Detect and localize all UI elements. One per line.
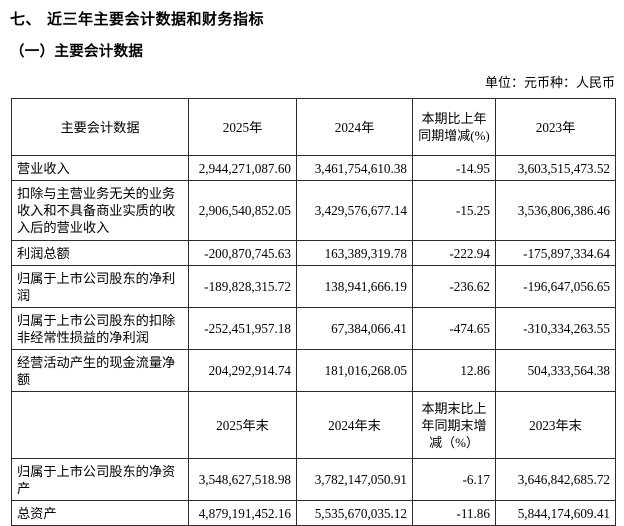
row-value-2023: -196,647,056.65 [495,265,616,308]
row-value-2025: 204,292,914.74 [188,349,297,392]
financial-data-table: 主要会计数据 2025年 2024年 本期比上年同期增减(%) 2023年 营业… [11,98,616,526]
row-value-change: 12.86 [412,349,496,392]
row-value-2023: 5,844,174,609.41 [495,500,616,526]
row-value-2023: 3,646,842,685.72 [495,458,616,501]
table-row: 利润总额 -200,870,745.63 163,389,319.78 -222… [11,240,616,266]
row-label: 营业收入 [11,155,189,181]
table-row: 归属于上市公司股东的净资产 3,548,627,518.98 3,782,147… [11,458,616,501]
table-header-row-period-end: 2025年末 2024年末 本期末比上年同期末增减（%） 2023年末 [11,391,616,459]
row-value-2024: 163,389,319.78 [296,240,413,266]
row-value-change: -236.62 [412,265,496,308]
row-label: 归属于上市公司股东的净资产 [11,458,189,501]
table-row: 归属于上市公司股东的扣除非经常性损益的净利润 -252,451,957.18 6… [11,307,616,350]
header-cell-2025: 2025年 [188,98,297,156]
row-value-2024: 3,782,147,050.91 [296,458,413,501]
row-value-change: -11.86 [412,500,496,526]
header-cell-change: 本期比上年同期增减(%) [412,98,496,156]
header-cell-change-end: 本期末比上年同期末增减（%） [412,391,496,459]
header-cell-2024-end: 2024年末 [296,391,413,459]
row-value-2024: 181,016,268.05 [296,349,413,392]
row-value-2023: -175,897,334.64 [495,240,616,266]
row-value-2024: 3,461,754,610.38 [296,155,413,181]
row-value-2025: -200,870,745.63 [188,240,297,266]
row-value-2025: 2,906,540,852.05 [188,180,297,241]
row-value-2023: 3,603,515,473.52 [495,155,616,181]
table-row: 经营活动产生的现金流量净额 204,292,914.74 181,016,268… [11,349,616,392]
table-row: 总资产 4,879,191,452.16 5,535,670,035.12 -1… [11,500,616,526]
row-value-2025: 4,879,191,452.16 [188,500,297,526]
row-value-2025: -189,828,315.72 [188,265,297,308]
row-value-2025: 2,944,271,087.60 [188,155,297,181]
unit-note: 单位：元币种：人民币 [484,75,615,90]
table-row: 归属于上市公司股东的净利润 -189,828,315.72 138,941,66… [11,265,616,308]
row-value-2024: 138,941,666.19 [296,265,413,308]
row-value-2025: -252,451,957.18 [188,307,297,350]
row-value-2024: 3,429,576,677.14 [296,180,413,241]
section-number: 七、 [10,12,42,28]
header-cell-label: 主要会计数据 [11,98,189,156]
row-value-2024: 67,384,066.41 [296,307,413,350]
table-row: 营业收入 2,944,271,087.60 3,461,754,610.38 -… [11,155,616,181]
row-label: 扣除与主营业务无关的业务收入和不具备商业实质的收入后的营业收入 [11,180,189,241]
row-label: 归属于上市公司股东的扣除非经常性损益的净利润 [11,307,189,350]
row-label: 总资产 [11,500,189,526]
row-label: 经营活动产生的现金流量净额 [11,349,189,392]
row-value-change: -6.17 [412,458,496,501]
row-label: 归属于上市公司股东的净利润 [11,265,189,308]
header-cell-label-period-end [11,391,189,459]
row-value-change: -15.25 [412,180,496,241]
header-cell-2023-end: 2023年末 [495,391,616,459]
header-cell-2023: 2023年 [495,98,616,156]
row-value-2024: 5,535,670,035.12 [296,500,413,526]
table-header-row: 主要会计数据 2025年 2024年 本期比上年同期增减(%) 2023年 [11,98,616,156]
row-value-change: -222.94 [412,240,496,266]
table-row: 扣除与主营业务无关的业务收入和不具备商业实质的收入后的营业收入 2,906,54… [11,180,616,241]
section-title: 近三年主要会计数据和财务指标 [47,12,265,28]
row-value-2023: 504,333,564.38 [495,349,616,392]
row-value-change: -474.65 [412,307,496,350]
row-value-2023: 3,536,806,386.46 [495,180,616,241]
row-value-change: -14.95 [412,155,496,181]
header-cell-2024: 2024年 [296,98,413,156]
header-cell-2025-end: 2025年末 [188,391,297,459]
row-label: 利润总额 [11,240,189,266]
row-value-2025: 3,548,627,518.98 [188,458,297,501]
section-heading: 七、 近三年主要会计数据和财务指标 [0,0,624,31]
subsection-heading: （一）主要会计数据 [10,44,144,60]
row-value-2023: -310,334,263.55 [495,307,616,350]
